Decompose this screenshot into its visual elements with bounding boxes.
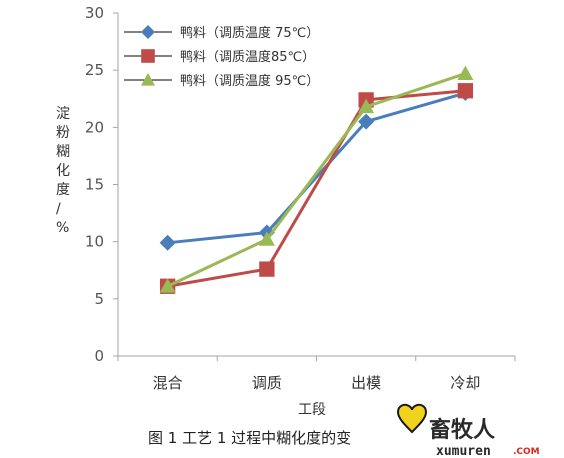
figure-caption: 图 1 工艺 1 过程中糊化度的变 (148, 429, 351, 447)
legend-label: 鸭料（调质温度85℃） (180, 49, 315, 65)
legend-label: 鸭料（调质温度 95℃） (180, 73, 319, 89)
x-tick-label: 冷却 (450, 374, 480, 392)
data-point (159, 278, 176, 293)
legend: 鸭料（调质温度 75℃） 鸭料（调质温度85℃） 鸭料（调质温度 95℃） (124, 25, 319, 89)
data-point (457, 65, 474, 80)
y-tick-label: 25 (85, 61, 104, 79)
series-line (167, 91, 466, 245)
watermark-url-suffix: .COM (513, 447, 540, 457)
y-tick-label: 5 (94, 290, 104, 308)
x-axis-label: 工段 (298, 402, 326, 418)
x-axis-categories: 混合 调质 出模 冷却 (117, 356, 516, 392)
data-point (457, 83, 474, 99)
x-tick-label: 混合 (153, 374, 183, 392)
watermark-logo: 畜牧人 xumuren .COM (396, 403, 540, 458)
data-point (159, 234, 176, 251)
watermark-text: 畜牧人 (429, 417, 495, 443)
data-point (358, 113, 375, 130)
y-tick-label: 20 (85, 118, 104, 136)
series-1 (159, 85, 474, 251)
x-tick-label: 出模 (351, 374, 381, 392)
y-tick-label: 0 (94, 347, 104, 365)
legend-marker (141, 49, 155, 63)
legend-marker (141, 73, 155, 86)
y-axis-ticks: 0 5 10 15 20 25 30 (85, 4, 118, 365)
series-group (159, 65, 474, 294)
heart-icon (396, 403, 428, 434)
y-axis-label: 淀粉糊化度/% (56, 106, 70, 236)
data-point (358, 98, 375, 114)
series-line (167, 89, 466, 288)
y-tick-label: 10 (85, 233, 104, 251)
x-tick-label: 调质 (252, 374, 282, 392)
legend-marker (141, 25, 155, 39)
series-line (166, 72, 466, 288)
legend-label: 鸭料（调质温度 75℃） (180, 25, 319, 41)
data-point (259, 261, 275, 277)
y-tick-label: 30 (85, 4, 104, 22)
data-point (258, 231, 275, 246)
y-tick-label: 15 (85, 176, 104, 194)
watermark-url: xumuren (436, 444, 491, 458)
series-3 (159, 65, 474, 293)
series-2 (159, 83, 474, 294)
